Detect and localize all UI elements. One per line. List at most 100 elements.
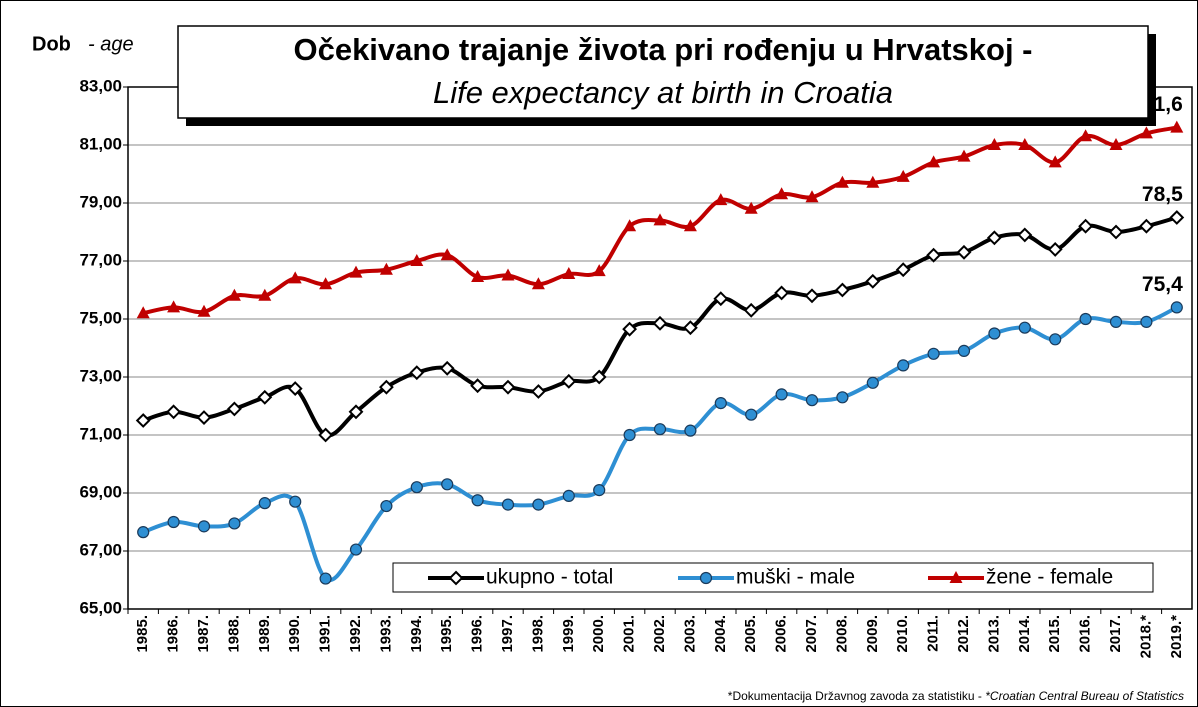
marker bbox=[348, 404, 364, 420]
x-tick-label: 1999. bbox=[560, 615, 577, 653]
marker bbox=[197, 520, 211, 533]
marker bbox=[592, 264, 606, 277]
y-tick-label: 75,00 bbox=[79, 308, 122, 327]
marker bbox=[804, 288, 820, 304]
marker bbox=[1079, 129, 1093, 142]
marker bbox=[987, 138, 1001, 150]
marker bbox=[623, 428, 636, 442]
marker bbox=[227, 288, 241, 301]
marker bbox=[226, 401, 242, 417]
marker bbox=[774, 285, 790, 301]
data-label: 75,4 bbox=[1142, 273, 1183, 296]
x-tick-label: 2009. bbox=[864, 615, 881, 653]
x-tick-label: 2005. bbox=[742, 615, 759, 653]
x-tick-label: 2011. bbox=[925, 615, 942, 652]
x-tick-label: 2008. bbox=[833, 615, 850, 653]
marker bbox=[562, 267, 576, 280]
x-tick-label: 1990. bbox=[286, 615, 303, 653]
x-tick-label: 1996. bbox=[469, 615, 486, 653]
marker bbox=[196, 410, 212, 426]
x-tick-label: 2015. bbox=[1046, 615, 1063, 653]
marker bbox=[137, 526, 150, 539]
x-tick-label: 2012. bbox=[955, 615, 972, 653]
marker bbox=[1048, 155, 1062, 168]
marker bbox=[683, 219, 697, 232]
marker bbox=[319, 277, 333, 290]
title-box bbox=[177, 25, 1149, 119]
marker bbox=[956, 244, 972, 260]
marker bbox=[1108, 224, 1124, 240]
marker bbox=[836, 391, 849, 404]
x-tick-label: 2013. bbox=[985, 615, 1002, 653]
source: *Dokumentacija Državnog zavoda za statis… bbox=[728, 689, 1184, 703]
marker bbox=[652, 315, 668, 331]
x-tick-label: 1989. bbox=[256, 615, 273, 653]
legend-label: žene - female bbox=[986, 566, 1113, 589]
marker bbox=[986, 230, 1002, 246]
marker bbox=[228, 517, 241, 530]
x-tick-label: 1997. bbox=[499, 615, 516, 653]
x-tick-label: 2018.* bbox=[1137, 615, 1154, 659]
marker bbox=[471, 269, 485, 282]
marker bbox=[805, 190, 819, 203]
marker bbox=[775, 388, 788, 401]
marker bbox=[531, 277, 545, 290]
marker bbox=[1170, 301, 1183, 314]
marker bbox=[743, 302, 759, 318]
x-tick-label: 2001. bbox=[621, 615, 638, 653]
y-tick-label: 83,00 bbox=[79, 76, 122, 95]
marker bbox=[653, 423, 667, 436]
y-axis-note: - age bbox=[88, 33, 134, 55]
marker bbox=[441, 478, 454, 491]
marker bbox=[319, 572, 332, 585]
chart-title: Očekivano trajanje života pri rođenju u … bbox=[293, 32, 1032, 67]
marker bbox=[289, 495, 302, 508]
marker bbox=[591, 369, 607, 385]
marker bbox=[1109, 138, 1123, 150]
marker bbox=[896, 169, 910, 182]
marker bbox=[1017, 227, 1033, 243]
marker bbox=[835, 175, 849, 188]
marker bbox=[288, 271, 302, 284]
marker bbox=[257, 389, 273, 405]
marker bbox=[197, 304, 211, 317]
marker bbox=[623, 219, 637, 232]
x-tick-label: 2016. bbox=[1077, 615, 1094, 653]
marker bbox=[805, 394, 819, 407]
marker bbox=[895, 262, 911, 278]
marker bbox=[410, 254, 424, 266]
x-tick-label: 2019.* bbox=[1168, 615, 1185, 659]
marker bbox=[593, 484, 606, 497]
marker bbox=[926, 247, 942, 263]
marker bbox=[682, 320, 698, 336]
marker bbox=[949, 571, 963, 583]
marker bbox=[167, 300, 181, 313]
marker bbox=[1018, 321, 1031, 334]
marker bbox=[775, 187, 789, 200]
marker bbox=[318, 427, 334, 443]
x-tick-label: 2017. bbox=[1107, 615, 1124, 653]
marker bbox=[439, 360, 455, 376]
marker bbox=[714, 397, 727, 410]
y-tick-label: 71,00 bbox=[79, 424, 122, 443]
marker bbox=[380, 499, 393, 513]
marker bbox=[834, 282, 850, 298]
data-label: 78,5 bbox=[1142, 183, 1183, 206]
marker bbox=[500, 379, 516, 395]
y-tick-label: 77,00 bbox=[79, 250, 122, 269]
x-tick-label: 1987. bbox=[195, 615, 212, 653]
x-tick-label: 2014. bbox=[1016, 615, 1033, 653]
marker bbox=[135, 413, 151, 428]
y-tick-label: 79,00 bbox=[79, 192, 122, 211]
x-tick-label: 1993. bbox=[377, 615, 394, 653]
x-tick-label: 1992. bbox=[347, 615, 364, 653]
marker bbox=[1139, 126, 1153, 139]
marker bbox=[988, 327, 1001, 340]
legend-label: muški - male bbox=[736, 566, 855, 589]
legend bbox=[392, 562, 1154, 593]
marker bbox=[1170, 120, 1184, 133]
marker bbox=[1049, 333, 1062, 346]
marker bbox=[866, 376, 879, 389]
y-tick-label: 73,00 bbox=[79, 366, 122, 385]
